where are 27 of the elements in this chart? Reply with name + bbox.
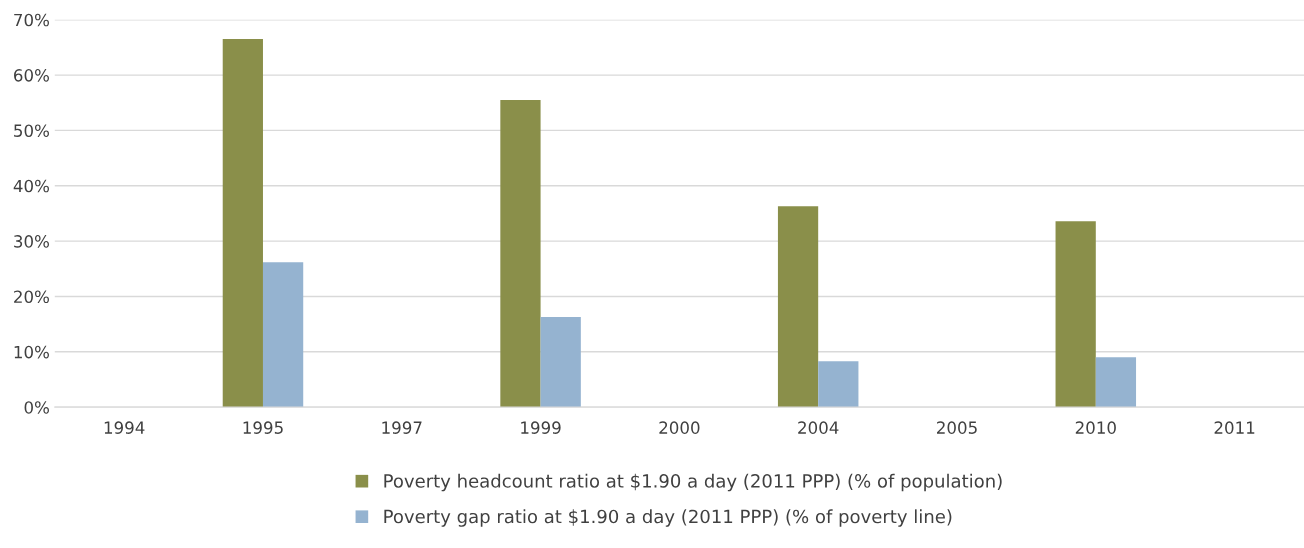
y-tick-label: 70% — [14, 13, 49, 27]
x-tick-label: 1999 — [521, 421, 561, 434]
y-tick-label: 20% — [14, 290, 49, 304]
bar — [222, 39, 263, 408]
y-tick-label: 40% — [13, 179, 49, 193]
y-tick-label: 50% — [14, 124, 49, 137]
x-tick-label: 2005 — [937, 421, 977, 434]
y-tick-label: 60% — [14, 69, 49, 82]
bar — [818, 361, 859, 408]
bar — [1095, 357, 1137, 408]
y-tick-label: 0% — [24, 401, 49, 414]
x-tick-label: 1995 — [243, 421, 283, 434]
legend-label: Poverty gap ratio at $1.90 a day (2011 PPP) (% of poverty line) — [384, 509, 952, 527]
bar — [262, 262, 304, 408]
x-tick-label: 2004 — [798, 421, 839, 434]
x-tick-label: 2010 — [1075, 421, 1116, 434]
x-tick-label: 1994 — [104, 421, 145, 434]
bar — [540, 316, 581, 408]
y-tick-label: 30% — [14, 235, 49, 248]
bar — [777, 206, 819, 408]
legend-label: Poverty headcount ratio at $1.90 a day (2011 PPP) (% of population) — [384, 473, 1002, 492]
x-tick-label: 2000 — [659, 421, 700, 434]
x-tick-label: 1997 — [382, 421, 422, 434]
bar — [1055, 221, 1096, 408]
x-tick-label: 2011 — [1214, 421, 1255, 434]
bar — [500, 99, 541, 408]
y-tick-label: 10% — [14, 345, 49, 359]
